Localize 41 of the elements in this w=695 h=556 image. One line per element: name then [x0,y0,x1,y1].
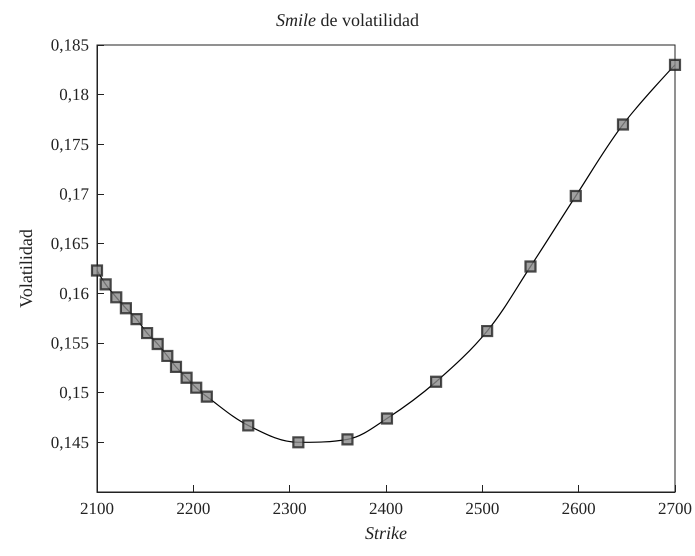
point [380,412,394,425]
x-tick-label: 2100 [80,499,114,518]
point [524,260,537,273]
point [200,390,213,403]
x-tick-label: 2300 [272,499,307,518]
point [110,291,122,304]
y-axis-title: Volatilidad [16,229,36,308]
x-tick-label: 2500 [465,499,500,518]
point [140,326,154,340]
point [668,58,682,71]
x-tick-label: 2700 [658,499,692,518]
point [100,278,112,290]
point [570,190,582,202]
x-tick-label: 2200 [176,499,210,518]
x-tick-label: 2600 [562,499,596,518]
point [90,264,104,277]
x-tick-label: 2400 [369,499,403,518]
point [170,360,182,373]
point [481,324,494,338]
point [130,313,143,326]
point [161,350,174,362]
point [180,372,193,384]
point [430,376,442,388]
y-tick-label: 0,145 [50,432,89,452]
y-tick-label: 0,15 [59,383,89,402]
point [292,436,304,448]
chart-title: Smile de volatilidad [276,10,419,30]
point [190,382,202,394]
point [616,118,630,131]
point [152,338,164,350]
y-tick-label: 0,175 [50,134,89,154]
y-tick-label: 0,17 [59,184,90,204]
y-tick-label: 0,18 [59,85,89,104]
y-tick-label: 0,185 [50,36,89,54]
y-tick-label: 0,155 [50,334,89,352]
point [120,302,132,314]
x-axis-title: Strike [365,523,407,543]
y-tick-label: 0,16 [59,284,89,303]
y-tick-label: 0,165 [50,234,89,254]
point [242,419,254,432]
point [341,433,354,446]
